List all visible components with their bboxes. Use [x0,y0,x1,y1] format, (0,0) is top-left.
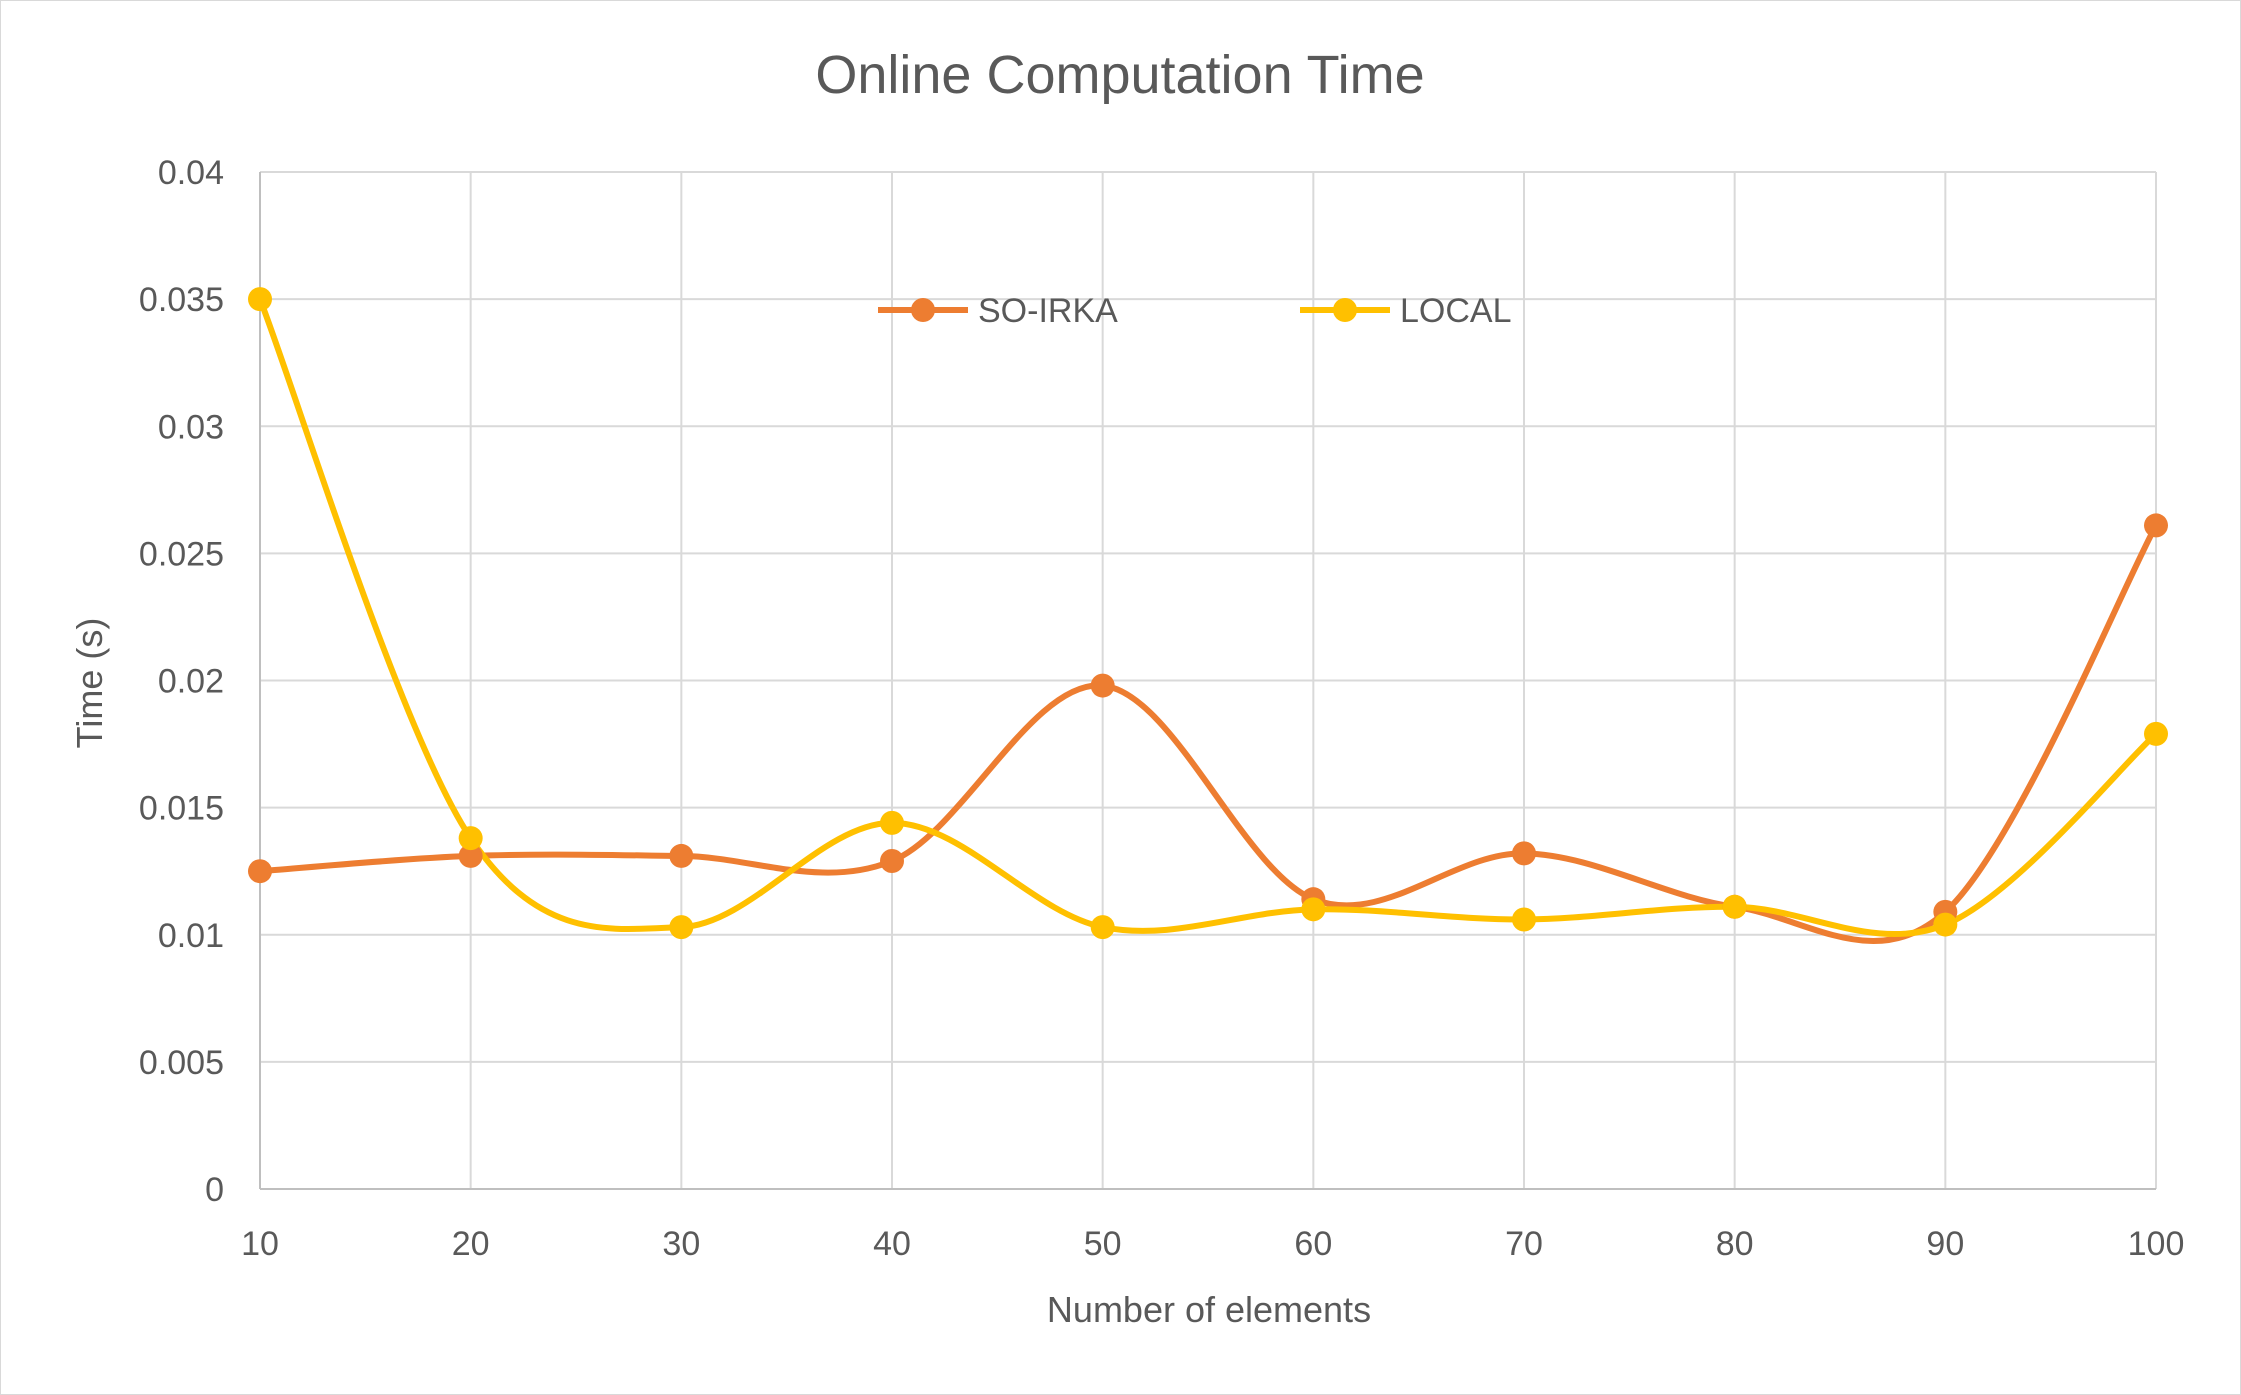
chart-title: Online Computation Time [815,45,1424,105]
x-tick-label: 50 [1084,1225,1122,1263]
legend-swatch-marker [911,298,935,322]
series-markers [248,287,2168,940]
data-point-so-irka [1090,673,1115,698]
x-tick-label: 40 [873,1225,911,1263]
x-tick-label: 60 [1294,1225,1332,1263]
y-tick-label: 0.005 [139,1044,224,1082]
y-axis-tick-labels: 0 0.005 0.01 0.015 0.02 0.025 0.03 0.035 0.04 [139,154,224,1209]
y-tick-label: 0.03 [158,408,224,446]
y-axis-title: Time (s) [69,618,110,749]
data-point-local [248,287,272,312]
x-tick-label: 10 [241,1225,279,1263]
legend: SO-IRKA LOCAL [878,292,1512,330]
x-tick-label: 30 [662,1225,700,1263]
x-tick-label: 80 [1716,1225,1754,1263]
x-tick-label: 100 [2128,1225,2185,1263]
y-tick-label: 0.035 [139,281,224,319]
x-tick-label: 20 [452,1225,490,1263]
data-point-local [669,915,694,940]
x-axis-title: Number of elements [1047,1289,1371,1330]
axes [259,172,2156,1190]
data-point-local [1301,897,1326,922]
y-tick-label: 0 [205,1171,224,1209]
data-point-so-irka [1512,841,1536,866]
data-point-local [1722,894,1747,919]
y-tick-label: 0.02 [158,663,224,701]
legend-label: LOCAL [1400,292,1512,330]
series-line-so-irka [257,522,2159,944]
data-point-local [1512,907,1536,932]
legend-item-local: LOCAL [1300,292,1512,330]
data-point-so-irka [2144,513,2168,538]
legend-item-so-irka: SO-IRKA [878,292,1118,330]
gridlines [260,171,2157,1189]
data-point-so-irka [458,843,483,868]
y-tick-label: 0.04 [158,154,224,192]
legend-swatch-marker [1333,298,1357,322]
x-axis-tick-labels: 10 20 30 40 50 60 70 80 90 100 [241,1225,2184,1263]
y-tick-label: 0.01 [158,917,224,955]
series-lines [257,296,2159,944]
x-tick-label: 90 [1926,1225,1964,1263]
y-tick-label: 0.015 [139,790,224,828]
data-point-so-irka [248,859,272,884]
data-point-local [2144,721,2168,746]
x-tick-label: 70 [1505,1225,1543,1263]
y-tick-label: 0.025 [139,535,224,573]
legend-label: SO-IRKA [978,292,1118,330]
series-line-local [257,296,2159,938]
data-point-so-irka [880,849,904,874]
data-point-local [1090,915,1115,940]
data-point-so-irka [669,843,694,868]
data-point-local [458,826,483,851]
data-point-local [880,810,904,835]
data-point-local [1933,912,1958,937]
